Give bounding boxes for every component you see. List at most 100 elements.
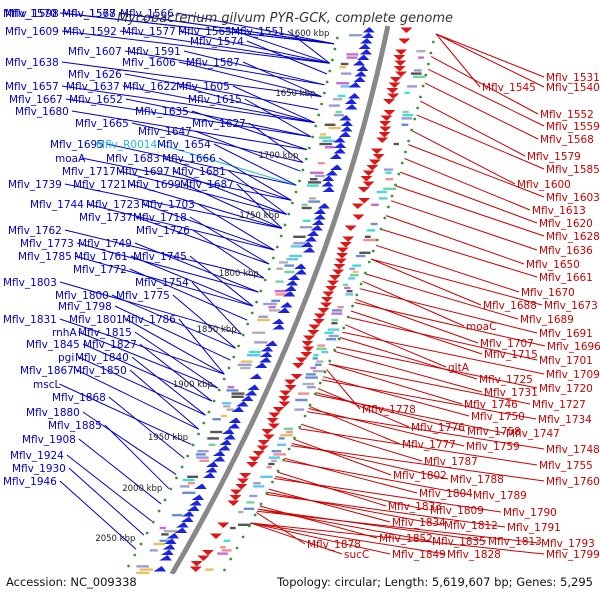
gene-label-left[interactable]: Mflv_1567 — [62, 8, 116, 20]
gene-label-left[interactable]: Mflv_1754 — [135, 277, 189, 289]
gene-label-left[interactable]: Mflv_1721 — [73, 179, 127, 191]
gene-label-left[interactable]: Mflv_1666 — [162, 153, 216, 165]
gene-label-right[interactable]: Mflv_1748 — [546, 444, 600, 456]
gene-label-left[interactable]: Mflv_1647 — [138, 126, 192, 138]
gene-label-left[interactable]: Mflv_1800 — [55, 290, 109, 302]
gene-label-left[interactable]: Mflv_1615 — [188, 94, 242, 106]
gene-label-right[interactable]: Mflv_1603 — [546, 192, 600, 204]
gene-label-left[interactable]: Mflv_1606 — [122, 57, 176, 69]
gene-label-left[interactable]: Mflv_1803 — [3, 277, 57, 289]
gene-label-right[interactable]: Mflv_1620 — [539, 218, 593, 230]
gene-label-right[interactable]: Mflv_1715 — [484, 349, 538, 361]
gene-label-left[interactable]: Mflv_1908 — [22, 434, 76, 446]
gene-label-right[interactable]: Mflv_1777 — [402, 439, 456, 451]
gene-label-right[interactable]: Mflv_1720 — [539, 383, 593, 395]
gene-label-left[interactable]: Mflv_1591 — [127, 46, 181, 58]
gene-label-left[interactable]: Mflv_1598 — [5, 8, 59, 20]
gene-label-left[interactable]: Mflv_1831 — [3, 314, 57, 326]
gene-label-left[interactable]: Mflv_1574 — [190, 36, 244, 48]
gene-label-left[interactable]: Mflv_1850 — [73, 365, 127, 377]
gene-label-right[interactable]: Mflv_1650 — [526, 259, 580, 271]
gene-label-right[interactable]: Mflv_1787 — [424, 456, 478, 468]
gene-label-left[interactable]: Mflv_1749 — [78, 238, 132, 250]
gene-label-right[interactable]: Mflv_1540 — [546, 82, 600, 94]
gene-label-left[interactable]: Mflv_1880 — [26, 407, 80, 419]
gene-label-left[interactable]: Mflv_1622 — [123, 81, 177, 93]
gene-label-left[interactable]: Mflv_1773 — [20, 238, 74, 250]
gene-label-left[interactable]: Mflv_1654 — [157, 139, 211, 151]
gene-label-right[interactable]: Mflv_1628 — [546, 231, 600, 243]
gene-label-left[interactable]: Mflv_1607 — [68, 46, 122, 58]
gene-label-left[interactable]: moaA — [55, 153, 86, 165]
gene-label-left[interactable]: Mflv_1697 — [116, 166, 170, 178]
gene-label-left[interactable]: Mflv_1885 — [48, 420, 102, 432]
gene-label-right[interactable]: Mflv_1833 — [388, 501, 442, 513]
gene-label-left[interactable]: Mflv_1637 — [66, 81, 120, 93]
gene-label-left[interactable]: Mflv_1665 — [75, 118, 129, 130]
gene-label-right[interactable]: Mflv_1747 — [506, 428, 560, 440]
gene-label-right[interactable]: Mflv_1559 — [546, 121, 600, 133]
gene-label-left[interactable]: Mflv_1868 — [52, 392, 106, 404]
gene-label-right[interactable]: Mflv_1579 — [527, 151, 581, 163]
gene-label-right[interactable]: Mflv_1701 — [539, 355, 593, 367]
gene-label-left[interactable]: mscL — [33, 379, 60, 391]
gene-label-left[interactable]: Mflv_1703 — [141, 199, 195, 211]
gene-label-right[interactable]: Mflv_1725 — [479, 374, 533, 386]
gene-label-right[interactable]: Mflv_1552 — [540, 109, 594, 121]
gene-label-right[interactable]: Mflv_1878 — [307, 539, 361, 551]
gene-label-right[interactable]: Mflv_1707 — [480, 338, 534, 350]
gene-label-right[interactable]: Mflv_1734 — [538, 414, 592, 426]
gene-label-right[interactable]: Mflv_1758 — [467, 426, 521, 438]
gene-label-left[interactable]: Mflv_1762 — [8, 225, 62, 237]
gene-label-right[interactable]: Mflv_1750 — [471, 411, 525, 423]
gene-label-left[interactable]: Mflv_1744 — [30, 199, 84, 211]
gene-label-right[interactable]: Mflv_1813 — [488, 536, 542, 548]
gene-label-left[interactable]: Mflv_1717 — [62, 166, 116, 178]
gene-label-left[interactable]: Mflv_1867 — [20, 365, 74, 377]
gene-label-right[interactable]: Mflv_1799 — [546, 549, 600, 561]
gene-label-left[interactable]: Mflv_1638 — [5, 57, 59, 69]
gene-label-left[interactable]: Mflv_1786 — [122, 314, 176, 326]
gene-label-left[interactable]: Mflv_1635 — [135, 106, 189, 118]
gene-label-left[interactable]: Mflv_1609 — [5, 26, 59, 38]
gene-label-right[interactable]: Mflv_1661 — [539, 272, 593, 284]
gene-label-left[interactable]: Mflv_1761 — [74, 251, 128, 263]
gene-label-left[interactable]: pgi — [58, 352, 74, 364]
gene-label-right[interactable]: Mflv_1812 — [444, 520, 498, 532]
gene-label-right[interactable]: Mflv_1760 — [546, 476, 600, 488]
gene-label-left[interactable]: Mflv_1737 — [79, 212, 133, 224]
gene-label-left[interactable]: Mflv_1577 — [122, 26, 176, 38]
gene-label-left[interactable]: Mflv_1695 — [50, 139, 104, 151]
gene-label-left[interactable]: Mflv_1739 — [8, 179, 62, 191]
gene-label-right[interactable]: Mflv_1568 — [540, 134, 594, 146]
gene-label-right[interactable]: Mflv_1670 — [521, 287, 575, 299]
gene-label-left[interactable]: Mflv_1699 — [127, 179, 181, 191]
gene-label-right[interactable]: Mflv_1709 — [546, 369, 600, 381]
gene-label-left[interactable]: Mflv_1946 — [3, 476, 57, 488]
gene-label-right[interactable]: Mflv_1802 — [393, 470, 447, 482]
gene-label-right[interactable]: Mflv_1755 — [539, 460, 593, 472]
gene-label-left[interactable]: Mflv_1798 — [58, 301, 112, 313]
gene-label-left[interactable]: Mflv_1718 — [133, 212, 187, 224]
gene-label-left[interactable]: Mflv_1652 — [69, 94, 123, 106]
gene-label-right[interactable]: Mflv_1852 — [379, 533, 433, 545]
gene-label-right[interactable]: Mflv_1545 — [482, 82, 536, 94]
gene-label-right[interactable]: gltA — [448, 362, 470, 374]
gene-label-left[interactable]: Mflv_1827 — [83, 339, 137, 351]
gene-label-right[interactable]: sucC — [344, 549, 369, 561]
gene-label-right[interactable]: Mflv_1809 — [430, 505, 484, 517]
gene-label-left[interactable]: Mflv_1930 — [12, 463, 66, 475]
gene-label-left[interactable]: Mflv_1681 — [172, 166, 226, 178]
gene-label-left[interactable]: Mflv_1683 — [106, 153, 160, 165]
gene-label-left[interactable]: Mflv_1565 — [178, 26, 232, 38]
gene-label-right[interactable]: Mflv_1691 — [539, 328, 593, 340]
gene-label-right[interactable]: Mflv_1688 — [483, 300, 537, 312]
gene-label-right[interactable]: Mflv_1759 — [466, 441, 520, 453]
gene-label-left[interactable]: Mflv_1687 — [180, 179, 234, 191]
gene-label-right[interactable]: Mflv_1790 — [503, 507, 557, 519]
gene-label-left[interactable]: Mflv_1723 — [86, 199, 140, 211]
gene-label-right[interactable]: Mflv_1793 — [541, 538, 595, 550]
gene-label-right[interactable]: Mflv_1804 — [419, 488, 473, 500]
gene-label-left[interactable]: Mflv_1801 — [69, 314, 123, 326]
gene-label-right[interactable]: Mflv_1689 — [520, 314, 574, 326]
